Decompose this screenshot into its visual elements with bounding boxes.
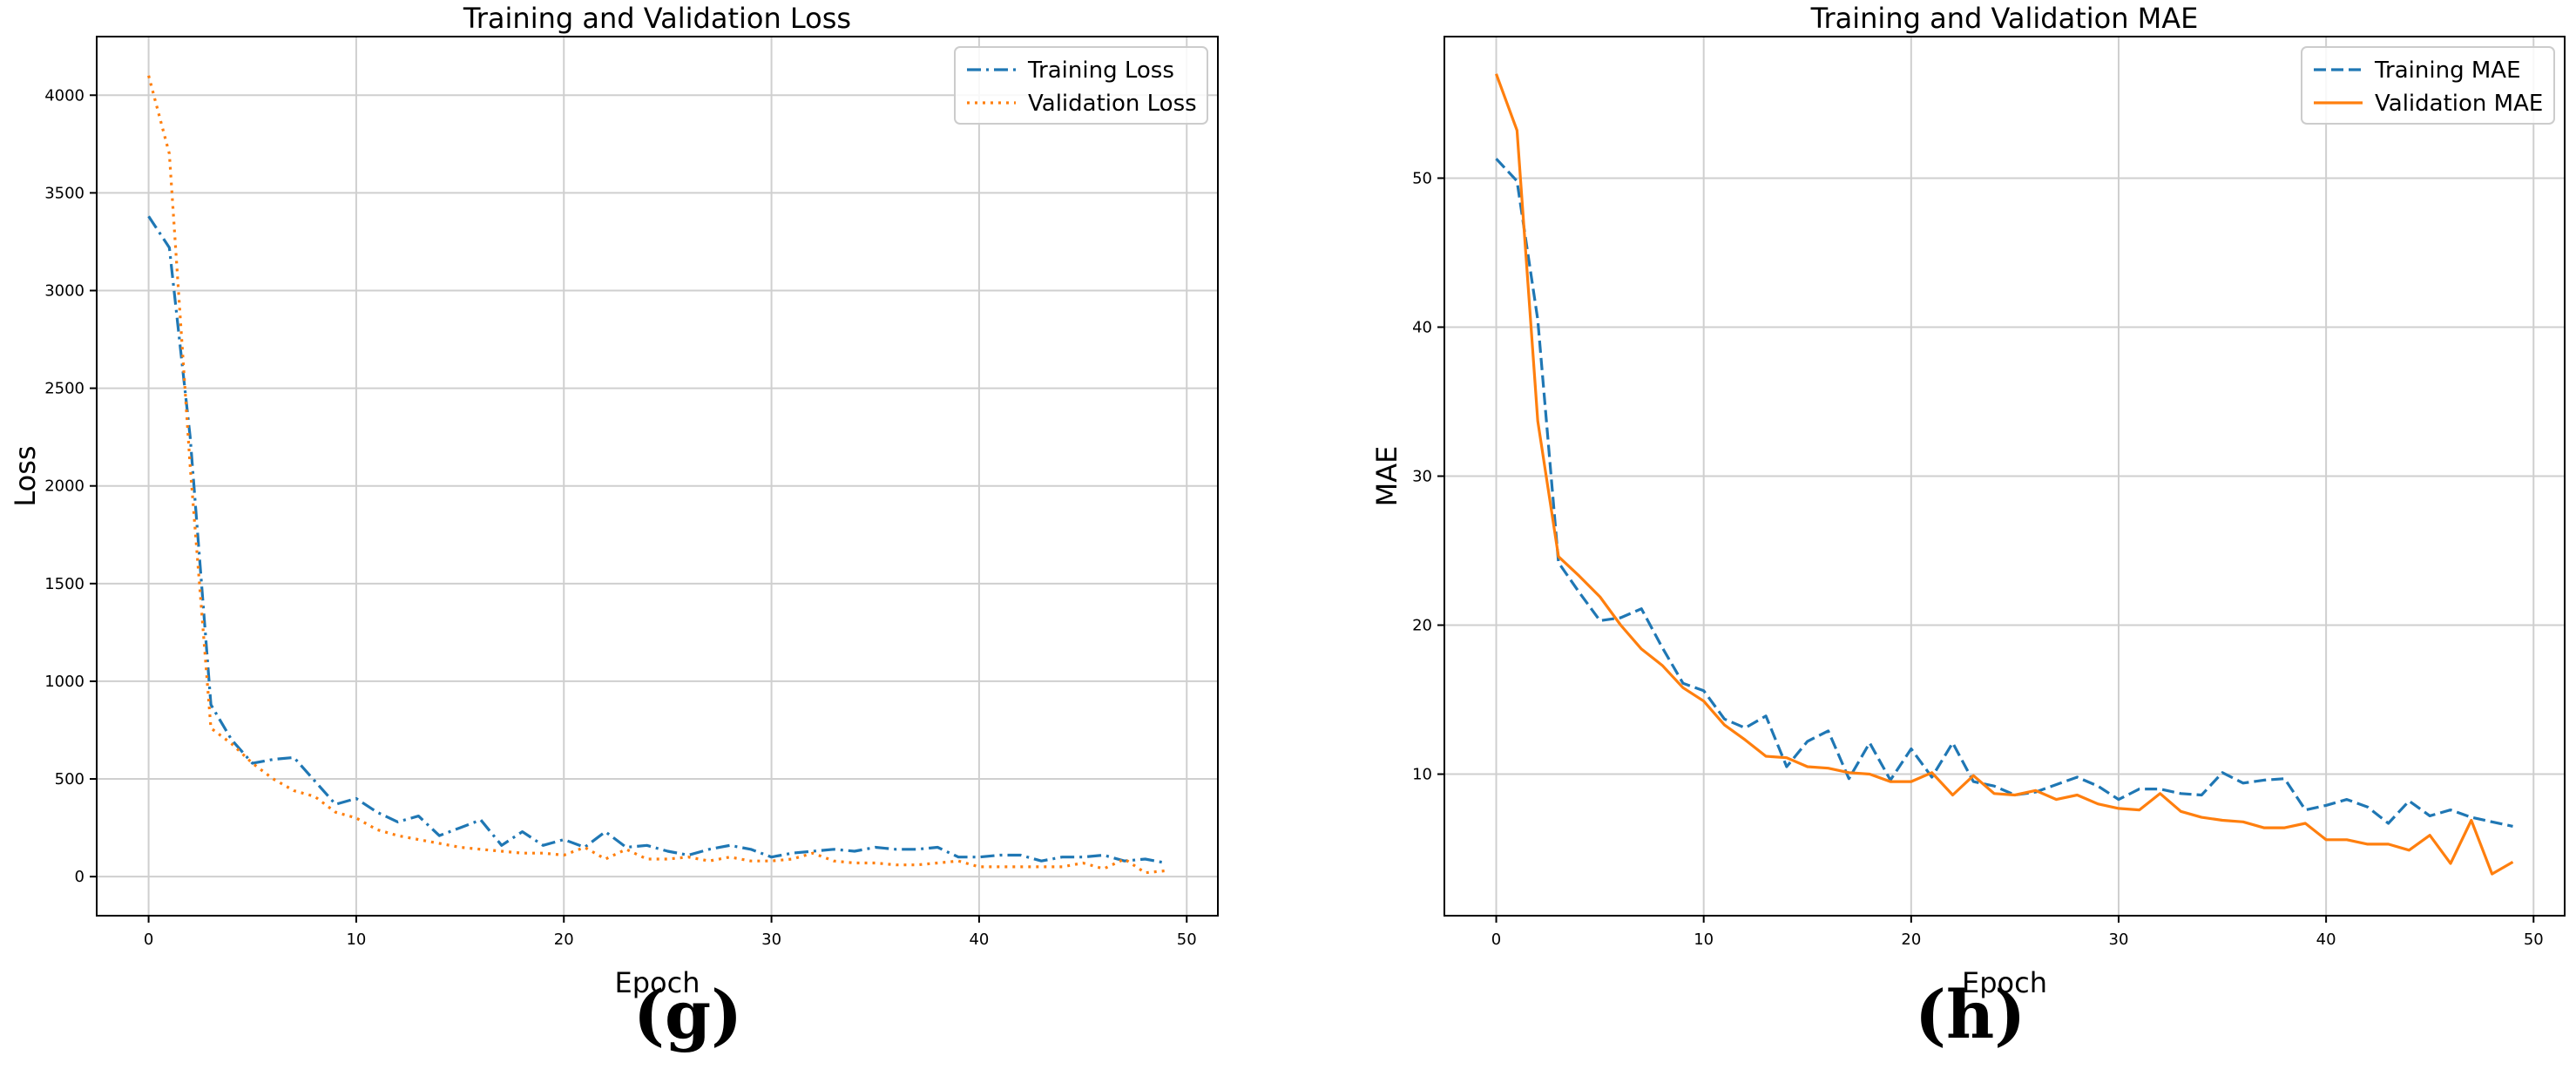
loss-x-tick-label: 0	[144, 931, 153, 949]
loss-legend-label-validation: Validation Loss	[1028, 91, 1197, 117]
loss-y-tick-label: 2000	[44, 477, 85, 496]
loss-y-tick-label: 500	[55, 770, 85, 788]
panel-label-g: (g)	[633, 976, 743, 1053]
loss-y-axis-label: Loss	[9, 445, 42, 506]
loss-series-validation-line	[147, 75, 1166, 875]
mae-legend: Training MAE Validation MAE	[2301, 46, 2555, 125]
loss-legend: Training Loss Validation Loss	[954, 46, 1208, 125]
loss-legend-label-training: Training Loss	[1027, 58, 1174, 84]
mae-y-axis-label: MAE	[1370, 446, 1403, 507]
mae-x-tick-label: 50	[2524, 931, 2544, 949]
mae-chart: 0 10 20 30 40 50 10 20 30 40 50 Training and Valida…	[1370, 2, 2566, 999]
loss-y-tick-label: 3000	[44, 281, 85, 300]
loss-title: Training and Validation Loss	[463, 2, 851, 35]
loss-y-tick-label: 1000	[44, 673, 85, 691]
mae-x-tick-label: 0	[1491, 931, 1501, 949]
mae-legend-label-validation: Validation MAE	[2375, 91, 2543, 117]
mae-y-tick-label: 20	[1412, 617, 1432, 635]
loss-x-tick-label: 10	[346, 931, 366, 949]
loss-y-tick-label: 0	[75, 868, 85, 886]
mae-y-tick-label: 30	[1412, 468, 1432, 486]
loss-series-training-line	[147, 215, 1166, 865]
mae-series-training-line	[1495, 158, 2513, 828]
mae-legend-box	[2301, 46, 2555, 125]
loss-y-tick-label: 4000	[44, 86, 85, 105]
mae-chart-panel: 0 10 20 30 40 50 10 20 30 40 50 Training and Valida…	[1289, 0, 2576, 1076]
loss-chart: 0 10 20 30 40 5005001000150020002500300035004…	[9, 2, 1219, 999]
loss-y-tick-label: 2500	[44, 380, 85, 398]
mae-x-tick-label: 40	[2316, 931, 2336, 949]
loss-x-tick-label: 40	[969, 931, 989, 949]
loss-x-tick-label: 50	[1177, 931, 1197, 949]
loss-x-tick-label: 30	[761, 931, 781, 949]
mae-title: Training and Validation MAE	[1810, 2, 2199, 35]
loss-legend-box	[954, 46, 1208, 125]
mae-series-validation-line	[1494, 73, 2514, 876]
mae-y-tick-label: 10	[1412, 766, 1432, 784]
mae-grid	[1444, 37, 2565, 916]
mae-x-axis-label: Epoch	[1962, 966, 2047, 999]
mae-x-tick-label: 30	[2109, 931, 2129, 949]
loss-x-tick-label: 20	[554, 931, 574, 949]
loss-grid	[97, 37, 1218, 916]
loss-y-tick-label: 3500	[44, 184, 85, 202]
mae-y-tick-label: 40	[1412, 318, 1432, 336]
loss-x-axis-label: Epoch	[615, 966, 700, 999]
loss-plot-frame	[96, 36, 1219, 917]
mae-x-tick-label: 10	[1694, 931, 1714, 949]
loss-y-tick-label: 1500	[44, 575, 85, 593]
panel-label-h: (h)	[1915, 976, 2026, 1053]
mae-x-tick-label: 20	[1901, 931, 1921, 949]
loss-chart-panel: 0 10 20 30 40 50 0 500 1000 1500 2000 2500 3000 3500 4…	[9, 2, 1219, 1053]
mae-y-tick-label: 50	[1412, 169, 1432, 187]
mae-legend-label-training: Training MAE	[2374, 58, 2521, 84]
